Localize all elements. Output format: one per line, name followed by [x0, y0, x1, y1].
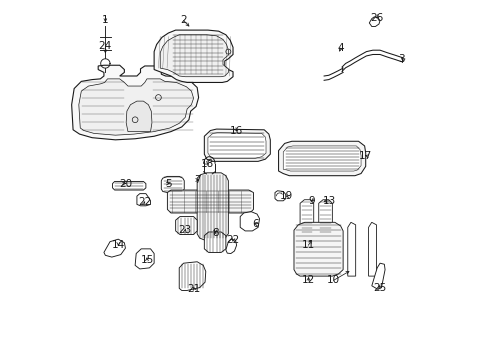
Polygon shape	[137, 194, 150, 206]
Polygon shape	[79, 79, 193, 135]
Polygon shape	[278, 141, 365, 176]
Polygon shape	[225, 239, 236, 253]
Polygon shape	[112, 181, 145, 190]
Polygon shape	[135, 249, 154, 269]
Polygon shape	[274, 191, 285, 201]
Text: 3: 3	[397, 54, 404, 64]
Polygon shape	[204, 129, 270, 161]
Text: 22: 22	[226, 235, 239, 245]
Text: 22: 22	[138, 197, 151, 207]
Polygon shape	[167, 190, 253, 213]
Polygon shape	[293, 222, 343, 276]
Polygon shape	[240, 212, 259, 231]
Polygon shape	[175, 217, 197, 234]
Polygon shape	[368, 222, 376, 276]
Polygon shape	[154, 30, 233, 82]
Text: 10: 10	[326, 275, 339, 285]
Text: 2: 2	[180, 15, 186, 26]
Polygon shape	[197, 173, 228, 240]
Text: 9: 9	[308, 196, 315, 206]
Text: 6: 6	[251, 219, 258, 229]
Text: 4: 4	[337, 43, 343, 53]
Polygon shape	[204, 232, 225, 252]
Text: 23: 23	[178, 225, 192, 235]
Polygon shape	[126, 101, 152, 132]
Text: 16: 16	[229, 126, 243, 135]
Polygon shape	[300, 200, 313, 234]
Text: 19: 19	[280, 191, 293, 201]
Text: 1: 1	[102, 15, 108, 26]
Text: 15: 15	[140, 255, 153, 265]
Text: 21: 21	[187, 284, 201, 294]
Text: 17: 17	[358, 150, 371, 161]
Polygon shape	[207, 133, 265, 158]
Polygon shape	[283, 146, 360, 171]
Text: 5: 5	[165, 179, 171, 189]
Polygon shape	[347, 222, 355, 276]
Polygon shape	[179, 262, 205, 291]
Text: 14: 14	[111, 240, 124, 250]
Polygon shape	[72, 65, 198, 140]
Polygon shape	[104, 239, 125, 257]
Text: 26: 26	[369, 13, 382, 23]
Text: 7: 7	[193, 175, 200, 185]
Text: 13: 13	[323, 196, 336, 206]
Polygon shape	[368, 17, 379, 27]
Polygon shape	[371, 263, 384, 289]
Text: 24: 24	[99, 41, 112, 50]
Text: 20: 20	[119, 179, 132, 189]
Text: 12: 12	[301, 275, 314, 285]
Polygon shape	[161, 176, 184, 193]
Text: 11: 11	[301, 240, 314, 250]
Text: 25: 25	[373, 283, 386, 293]
Text: 8: 8	[211, 228, 218, 238]
Text: 18: 18	[201, 159, 214, 169]
Polygon shape	[318, 200, 332, 234]
Polygon shape	[160, 35, 228, 77]
